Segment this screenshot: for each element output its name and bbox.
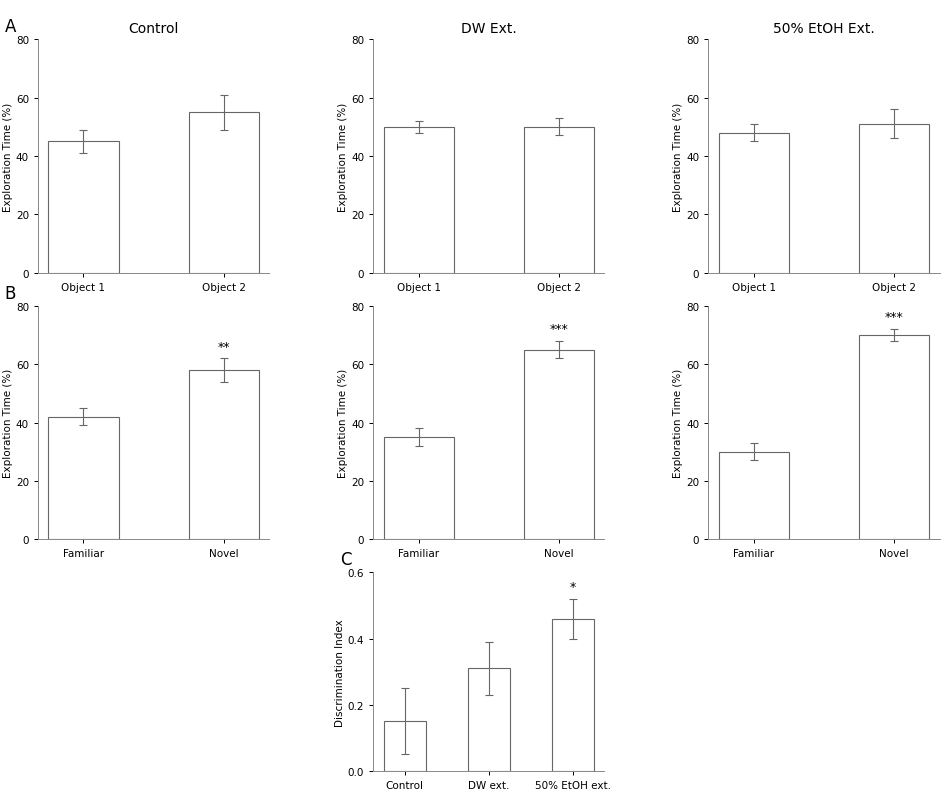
Bar [383, 128, 454, 273]
Title: DW Ext.: DW Ext. [461, 22, 516, 36]
Y-axis label: Exploration Time (%): Exploration Time (%) [674, 102, 683, 211]
Bar [859, 124, 929, 273]
Bar [383, 438, 454, 540]
Bar [48, 142, 119, 273]
Bar [189, 370, 259, 540]
Bar [468, 669, 510, 771]
Bar [189, 113, 259, 273]
Bar [859, 336, 929, 540]
Text: *: * [569, 581, 576, 593]
Y-axis label: Exploration Time (%): Exploration Time (%) [338, 102, 348, 211]
Bar [524, 128, 594, 273]
Bar [48, 418, 119, 540]
Y-axis label: Discrimination Index: Discrimination Index [335, 618, 344, 726]
Text: ***: *** [884, 311, 903, 324]
Y-axis label: Exploration Time (%): Exploration Time (%) [338, 369, 348, 478]
Bar [551, 619, 594, 771]
Bar [383, 721, 426, 771]
Y-axis label: Exploration Time (%): Exploration Time (%) [674, 369, 683, 478]
Bar [524, 350, 594, 540]
Text: A: A [5, 18, 16, 36]
Text: C: C [340, 551, 351, 569]
Bar [718, 133, 789, 273]
Title: 50% EtOH Ext.: 50% EtOH Ext. [773, 22, 875, 36]
Y-axis label: Exploration Time (%): Exploration Time (%) [3, 369, 13, 478]
Text: **: ** [217, 340, 230, 353]
Bar [718, 452, 789, 540]
Title: Control: Control [128, 22, 178, 36]
Text: ***: *** [549, 323, 568, 336]
Y-axis label: Exploration Time (%): Exploration Time (%) [3, 102, 13, 211]
Text: B: B [5, 284, 16, 303]
